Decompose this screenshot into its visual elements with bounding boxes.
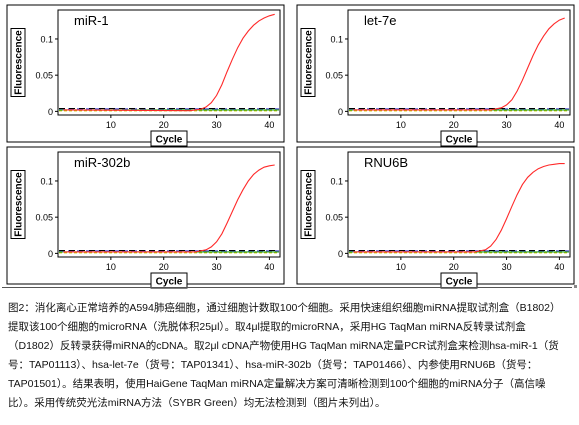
y-tick-label: 0.05 [325,71,343,81]
x-tick-label: 30 [212,120,222,130]
y-tick-label: 0 [48,249,53,259]
x-tick-label: 10 [106,120,116,130]
y-tick-label: 0.1 [40,176,53,186]
x-axis-label: Cycle [446,277,473,288]
amplification-curve [63,164,275,253]
x-tick-label: 10 [106,262,116,272]
x-axis-label: Cycle [156,135,183,146]
x-tick-label: 40 [264,120,274,130]
y-tick-label: 0.05 [325,213,343,223]
y-axis-label: Fluorescence [304,172,315,237]
chart-panel: 0 0.05 0.1 10 20 30 40 Fluorescence Cycle let-7e [296,4,575,147]
x-tick-label: 30 [502,120,512,130]
x-tick-label: 40 [264,262,274,272]
chart-panel: 0 0.05 0.1 10 20 30 40 Fluorescence Cycle miR-302… [6,146,285,289]
xlabel-box [440,272,478,289]
ylabel-box [300,170,316,239]
y-tick-label: 0.05 [35,71,53,81]
panel-title: miR-1 [74,13,109,28]
plot-area [57,151,281,258]
panel-title: let-7e [364,13,397,28]
xlabel-box [150,272,188,289]
y-tick-label: 0.1 [40,34,53,44]
y-tick-label: 0.05 [35,213,53,223]
x-tick-label: 20 [449,262,459,272]
x-tick-label: 40 [554,262,564,272]
ylabel-box [300,28,316,97]
amplification-curve [63,13,275,112]
panel-title: miR-302b [74,155,130,170]
figure-caption: 图2：消化离心正常培养的A594肺癌细胞，通过细胞计数取100个细胞。采用快速组… [8,302,561,409]
plot-area [57,9,281,116]
xlabel-box [440,130,478,147]
xlabel-box [150,130,188,147]
x-tick-label: 30 [502,262,512,272]
qpcr-figure: 00.050.110 20 30 40FluorescenceCyclemiR-100… [6,4,575,289]
y-axis-label: Fluorescence [304,30,315,95]
amplification-curve [353,163,565,253]
caption-divider [2,287,572,288]
x-axis-label: Cycle [446,135,473,146]
x-tick-label: 30 [212,262,222,272]
x-tick-label: 20 [449,120,459,130]
chart-panel: 0 0.05 0.1 10 20 30 40 Fluorescence Cycle RNU6B [296,146,575,289]
x-tick-label: 20 [159,120,169,130]
y-tick-label: 0.1 [330,34,343,44]
plot-area [347,151,571,258]
y-tick-label: 0 [48,107,53,117]
x-tick-label: 10 [396,120,406,130]
x-axis-label: Cycle [156,277,183,288]
chart-panel: 0 0.05 0.1 10 20 30 40 Fluorescence Cycle miR-1 [6,4,285,147]
ylabel-box [10,28,26,97]
x-tick-label: 40 [554,120,564,130]
y-axis-label: Fluorescence [14,172,25,237]
x-tick-label: 20 [159,262,169,272]
y-tick-label: 0.1 [330,176,343,186]
y-axis-label: Fluorescence [14,30,25,95]
y-tick-label: 0 [338,249,343,259]
panel-title: RNU6B [364,155,408,170]
divider-end-mark [574,285,577,288]
amplification-curve [353,17,565,111]
plot-area [347,9,571,116]
y-tick-label: 0 [338,107,343,117]
ylabel-box [10,170,26,239]
x-tick-label: 10 [396,262,406,272]
